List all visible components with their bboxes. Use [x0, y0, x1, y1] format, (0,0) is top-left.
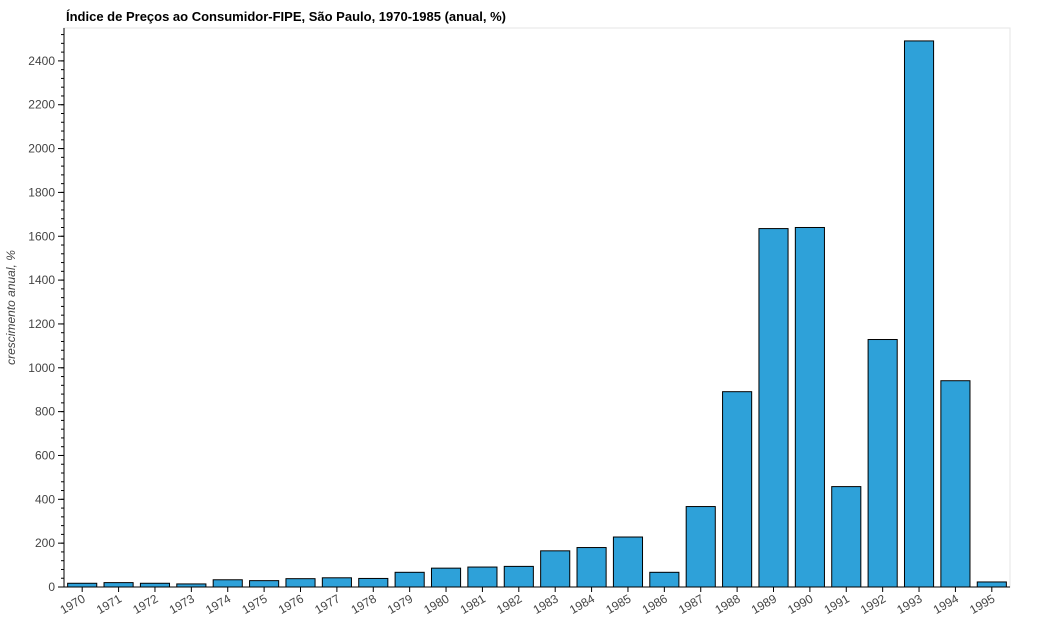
x-tick-label: 1992 [858, 591, 888, 617]
y-tick-label: 2400 [28, 54, 55, 68]
bars-group [67, 40, 1007, 588]
bar-1974 [212, 579, 243, 588]
x-tick-label: 1979 [385, 591, 415, 617]
x-tick-label: 1983 [531, 591, 561, 617]
bar-1993 [903, 40, 935, 588]
bar-1979 [394, 571, 425, 588]
x-tick-label: 1981 [458, 591, 488, 617]
y-tick-label: 2200 [28, 98, 55, 112]
x-tick-label: 1976 [276, 591, 306, 617]
x-tick-label: 1982 [494, 591, 524, 617]
y-tick-label: 600 [35, 448, 55, 462]
chart-title: Índice de Preços ao Consumidor-FIPE, São… [66, 9, 506, 24]
bar-1970 [67, 582, 98, 588]
x-tick-label: 1988 [712, 591, 742, 617]
x-tick-label: 1975 [239, 591, 269, 617]
bar-1987 [685, 506, 716, 588]
bar-1978 [358, 577, 389, 588]
x-tick-label: 1991 [822, 591, 852, 617]
y-tick-label: 1200 [28, 317, 55, 331]
y-tick-label: 0 [48, 580, 55, 594]
x-tick-label: 1993 [894, 591, 924, 617]
bar-1976 [285, 578, 316, 588]
x-tick-label: 1971 [94, 591, 124, 617]
y-tick-label: 1400 [28, 273, 55, 287]
bar-1984 [576, 547, 607, 588]
y-tick-label: 400 [35, 492, 55, 506]
y-tick-label: 800 [35, 405, 55, 419]
x-tick-label: 1970 [58, 591, 88, 617]
x-tick-label: 1984 [567, 591, 597, 617]
bar-1985 [612, 536, 644, 588]
x-tick-label: 1986 [640, 591, 670, 617]
bar-1983 [540, 550, 571, 588]
x-tick-label: 1994 [931, 591, 961, 617]
bar-1995 [976, 581, 1007, 588]
bar-1972 [139, 582, 171, 588]
y-tick-label: 1000 [28, 361, 55, 375]
x-tick-label: 1972 [130, 591, 160, 617]
bar-1977 [321, 577, 352, 588]
y-tick-label: 1800 [28, 185, 55, 199]
x-tick-label: 1990 [785, 591, 815, 617]
bar-1988 [722, 391, 753, 588]
y-tick-label: 200 [35, 536, 55, 550]
bar-1981 [467, 566, 498, 588]
bar-1991 [831, 486, 862, 588]
y-axis-label: crescimento anual, % [4, 250, 18, 365]
y-axis: 0 200 400 600 800 1000 1200 1400 1600 1800 2000 220… [28, 28, 65, 594]
x-tick-label: 1989 [749, 591, 779, 617]
x-tick-label: 1987 [676, 591, 706, 617]
x-tick-label: 1985 [603, 591, 633, 617]
bar-1986 [649, 571, 680, 588]
x-tick-label: 1974 [203, 591, 233, 617]
x-tick-label: 1978 [349, 591, 379, 617]
x-axis: 1970 1971 1972 1973 1974 1975 1976 1977 1978 1979… [58, 586, 1010, 617]
y-tick-label: 2000 [28, 142, 55, 156]
bar-1971 [103, 582, 134, 588]
bar-1975 [249, 580, 280, 588]
y-tick-label: 1600 [28, 229, 55, 243]
bar-1989 [758, 228, 789, 588]
x-tick-label: 1977 [312, 591, 342, 617]
bar-1990 [794, 226, 825, 588]
bar-1992 [867, 339, 898, 588]
x-tick-label: 1995 [967, 591, 997, 617]
x-tick-label: 1973 [167, 591, 197, 617]
bar-1982 [503, 565, 534, 588]
x-tick-label: 1980 [421, 591, 451, 617]
bar-1980 [430, 567, 462, 588]
bar-1994 [940, 380, 971, 588]
